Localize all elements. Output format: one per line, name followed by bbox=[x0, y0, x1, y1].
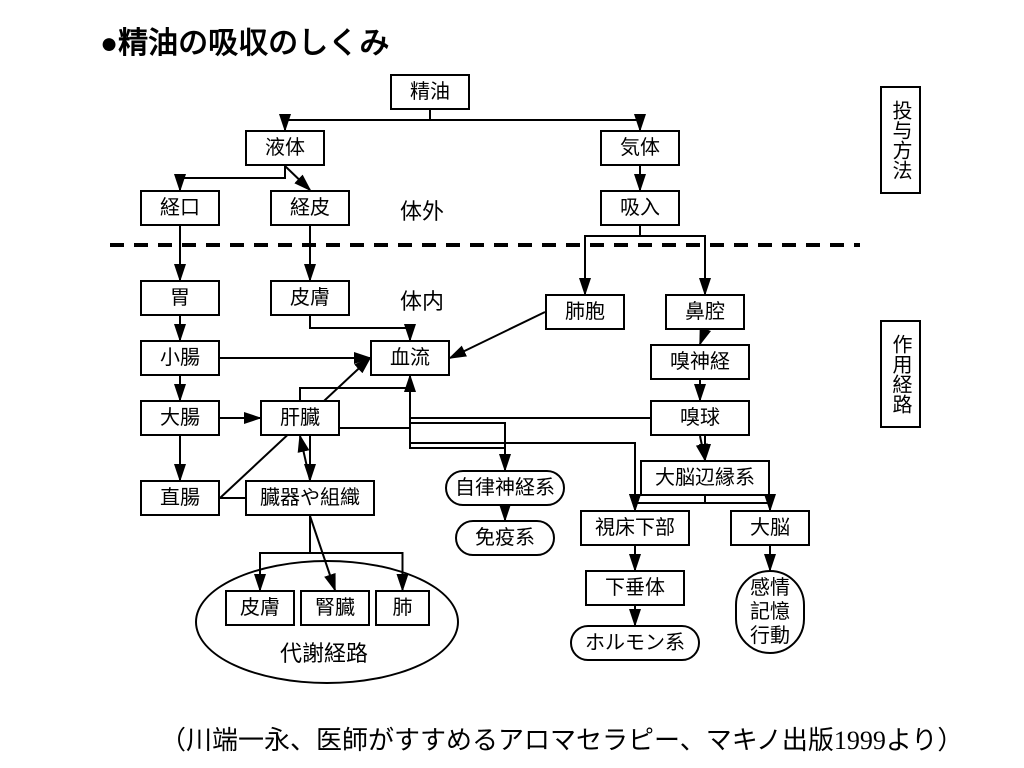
node-stomach: 胃 bbox=[140, 280, 220, 316]
node-pituitary: 下垂体 bbox=[585, 570, 685, 606]
node-olfactory_bulb: 嗅球 bbox=[650, 400, 750, 436]
node-organs: 臓器や組織 bbox=[245, 480, 375, 516]
node-hypothalamus: 視床下部 bbox=[580, 510, 690, 546]
page-title: ●精油の吸収のしくみ bbox=[100, 18, 389, 62]
citation: （川端一永、医師がすすめるアロマセラピー、マキノ出版1999より） bbox=[160, 720, 963, 757]
node-blood: 血流 bbox=[370, 340, 450, 376]
node-rectum: 直腸 bbox=[140, 480, 220, 516]
node-liquid: 液体 bbox=[245, 130, 325, 166]
node-essential_oil: 精油 bbox=[390, 74, 470, 110]
node-gas: 気体 bbox=[600, 130, 680, 166]
node-emotion: 感情記憶行動 bbox=[735, 570, 805, 654]
node-hormone: ホルモン系 bbox=[570, 625, 700, 661]
node-large_intestine: 大腸 bbox=[140, 400, 220, 436]
label-outside: 体外 bbox=[400, 194, 444, 226]
connector-layer bbox=[0, 0, 1024, 768]
node-oral: 経口 bbox=[140, 190, 220, 226]
node-kidney: 腎臓 bbox=[300, 590, 370, 626]
label-inside: 体内 bbox=[400, 284, 444, 316]
node-lung: 肺 bbox=[375, 590, 430, 626]
node-dermal: 経皮 bbox=[270, 190, 350, 226]
node-skin: 皮膚 bbox=[270, 280, 350, 316]
node-nasal: 鼻腔 bbox=[665, 294, 745, 330]
node-limbic: 大脳辺縁系 bbox=[640, 460, 770, 496]
node-small_intestine: 小腸 bbox=[140, 340, 220, 376]
node-olfactory_nerve: 嗅神経 bbox=[650, 344, 750, 380]
node-cerebrum: 大脳 bbox=[730, 510, 810, 546]
side-label-method: 投与方法 bbox=[880, 86, 921, 194]
node-inhale: 吸入 bbox=[600, 190, 680, 226]
node-liver: 肝臓 bbox=[260, 400, 340, 436]
side-label-route: 作用経路 bbox=[880, 320, 921, 428]
node-autonomic: 自律神経系 bbox=[445, 470, 565, 506]
node-alveoli: 肺胞 bbox=[545, 294, 625, 330]
node-skin2: 皮膚 bbox=[225, 590, 295, 626]
node-immune: 免疫系 bbox=[455, 520, 555, 556]
